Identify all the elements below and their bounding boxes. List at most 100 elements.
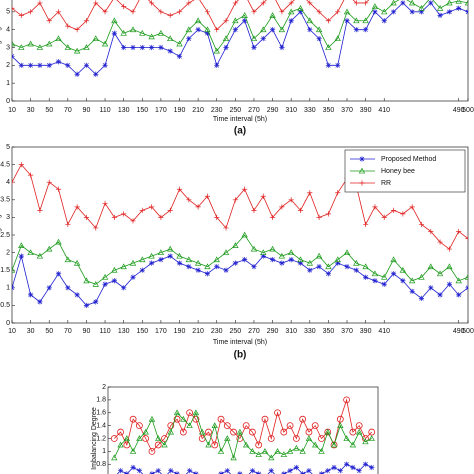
marker	[355, 422, 363, 430]
x-tick-label: 50	[45, 107, 53, 114]
marker	[297, 260, 304, 266]
y-tick-label: 1	[102, 448, 106, 455]
marker	[18, 253, 24, 259]
marker	[324, 428, 331, 435]
marker	[381, 273, 388, 280]
marker	[400, 211, 406, 217]
marker	[307, 190, 313, 196]
marker	[136, 468, 142, 474]
marker	[65, 221, 71, 228]
series-line	[12, 0, 370, 31]
x-tick-label: 10	[8, 328, 16, 335]
marker	[371, 270, 379, 277]
y-tick-label: 3	[6, 214, 10, 221]
marker	[269, 27, 276, 33]
marker	[224, 468, 230, 474]
marker	[130, 464, 136, 471]
marker	[46, 285, 52, 291]
x-tick-label: 50	[45, 328, 53, 335]
marker	[418, 9, 425, 15]
marker	[436, 4, 444, 11]
marker	[261, 415, 269, 423]
marker	[331, 464, 337, 471]
marker	[408, 0, 416, 6]
marker	[242, 422, 250, 430]
marker	[372, 278, 378, 284]
marker	[167, 12, 173, 18]
marker	[268, 454, 275, 461]
marker	[293, 444, 300, 451]
marker	[372, 9, 378, 15]
marker	[241, 231, 248, 238]
y-tick-label: 1.2	[96, 435, 106, 442]
marker	[242, 18, 248, 24]
marker	[27, 249, 34, 256]
y-tick-label: 4	[6, 27, 10, 34]
x-tick-label: 310	[285, 328, 297, 335]
y-tick-label: 0.5	[0, 302, 10, 309]
x-tick-label: 310	[285, 107, 297, 114]
marker	[129, 448, 137, 454]
marker	[349, 428, 357, 436]
y-tick-label: 4	[6, 179, 10, 186]
marker	[18, 242, 25, 248]
marker	[185, 26, 193, 33]
marker	[260, 249, 267, 256]
x-tick-label: 30	[27, 328, 35, 335]
marker	[65, 285, 71, 291]
marker	[120, 29, 127, 36]
x-tick-label: 410	[378, 107, 390, 114]
marker	[55, 271, 62, 277]
marker	[222, 35, 230, 42]
marker	[101, 273, 109, 280]
x-tick-label: 350	[323, 328, 335, 335]
marker	[318, 435, 325, 442]
marker	[155, 468, 161, 474]
marker	[204, 9, 211, 15]
marker	[173, 409, 181, 416]
marker	[279, 44, 285, 51]
marker	[250, 245, 258, 252]
marker	[268, 468, 274, 474]
marker	[353, 259, 360, 266]
marker	[129, 26, 137, 33]
marker	[111, 266, 118, 273]
marker	[307, 27, 313, 33]
marker	[111, 17, 118, 24]
marker	[390, 256, 397, 263]
x-tick-label: 70	[64, 328, 72, 335]
marker	[446, 246, 452, 252]
marker	[255, 441, 263, 449]
legend: Proposed Method Honey bee RR	[344, 149, 466, 193]
marker	[158, 9, 164, 15]
marker	[83, 277, 90, 284]
x-tick-label: 210	[192, 328, 204, 335]
y-tick-label: 0	[6, 98, 10, 105]
marker	[428, 0, 434, 6]
marker	[186, 35, 192, 42]
legend-label: Proposed Method	[381, 156, 436, 163]
marker	[167, 35, 174, 42]
marker	[148, 33, 155, 40]
x-tick-label: 130	[118, 328, 130, 335]
marker	[176, 40, 183, 47]
marker	[83, 214, 90, 220]
marker	[217, 415, 225, 423]
marker	[186, 0, 192, 6]
marker	[93, 71, 99, 77]
marker	[139, 267, 145, 273]
marker	[255, 451, 262, 458]
marker	[46, 18, 52, 24]
marker	[307, 0, 313, 6]
marker	[36, 252, 44, 259]
marker	[217, 448, 225, 454]
marker	[214, 27, 220, 33]
y-tick-label: 1.8	[96, 397, 106, 404]
marker	[369, 464, 375, 471]
marker	[232, 197, 238, 203]
marker	[18, 44, 25, 50]
marker	[299, 415, 307, 423]
marker	[83, 18, 90, 24]
marker	[12, 179, 15, 185]
x-tick-label: 90	[83, 107, 91, 114]
